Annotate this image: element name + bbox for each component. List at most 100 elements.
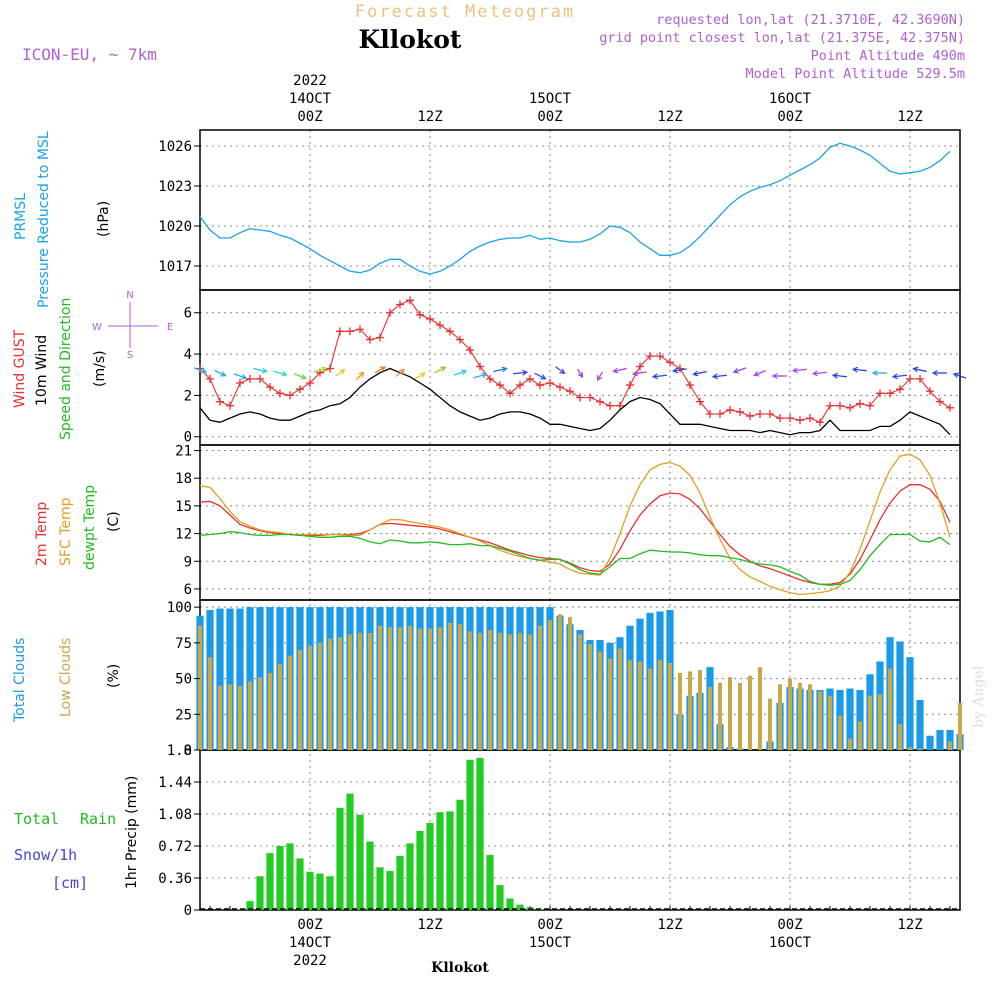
low-cloud-bar [337, 637, 343, 750]
wind-arrow [313, 366, 328, 373]
wind-arrow [473, 372, 488, 379]
grid-point-coords: grid point closest lon,lat (21.375E, 42.… [599, 30, 965, 46]
cloud-labels: Total Clouds Low Clouds (%) [12, 638, 122, 723]
precip-bar [426, 822, 434, 910]
gust-point [776, 414, 784, 423]
bottom-time-axis: 00Z 14OCT 2022 12Z 00Z 15OCT 12Z 00Z 16OCT 12Z [289, 917, 923, 969]
gust-point [336, 327, 344, 336]
gust-point [366, 335, 374, 344]
wind-arrow [356, 371, 365, 381]
gust-point [886, 389, 894, 398]
wind-arrow-head [481, 372, 488, 379]
top-time-label: 15OCT [529, 91, 572, 107]
gust-point [706, 410, 714, 418]
top-time-label: 2022 [293, 73, 327, 89]
wind-arrow-shaft [555, 366, 565, 374]
precip-bar [266, 853, 274, 910]
bottom-time-label: 14OCT [289, 935, 332, 951]
wind-arrow-head [461, 369, 468, 376]
wind-arrow-shaft [313, 367, 327, 373]
low-cloud-bar [897, 724, 903, 750]
top-time-label: 12Z [657, 109, 682, 125]
low-cloud-bar [607, 658, 613, 750]
gust-line [199, 299, 951, 423]
wind-labels: Wind GUST 10m Wind Speed and Direction (… [12, 290, 173, 440]
low-cloud-bar [517, 632, 523, 750]
gust-point [436, 321, 444, 330]
gust-point [206, 374, 214, 383]
compass-rose: N S W E [92, 290, 173, 361]
low-cloud-bar [227, 684, 233, 750]
y-tick-label: 0 [184, 743, 192, 759]
low-cloud-bar [787, 678, 793, 750]
gust-point [496, 381, 504, 390]
wind-panel [199, 289, 961, 446]
y-tick-label: 12 [175, 527, 192, 543]
low-cloud-bar [487, 630, 493, 750]
precip-bar [256, 876, 264, 910]
top-time-label: 00Z [297, 109, 322, 125]
precip-labels: 1hr Precip (mm) Total Rain Snow/1h [cm] [14, 776, 140, 892]
wind-arrow-shaft [653, 374, 667, 378]
total-cloud-bar [226, 608, 234, 750]
precip-bar [396, 855, 404, 910]
gust-point [346, 327, 354, 336]
low-cloud-bar [447, 622, 453, 750]
precip-bar [466, 759, 474, 910]
snow-unit-label: [cm] [52, 874, 88, 892]
gust-point [296, 385, 304, 394]
wind-arrow-shaft [733, 367, 747, 373]
wind-arrow-shaft [414, 372, 426, 380]
y-tick-label: 0.36 [158, 871, 192, 887]
low-cloud-bar [537, 625, 543, 750]
top-time-label: 12Z [897, 109, 922, 125]
low-cloud-bar [247, 681, 253, 750]
low-cloud-bar [497, 632, 503, 750]
precip-bar [486, 854, 494, 910]
gust-point [456, 335, 464, 344]
y-tick-label: 2 [184, 388, 192, 404]
low-cloud-bar [717, 682, 723, 750]
wind-arrow-shaft [913, 367, 927, 373]
low-cloud-bar [757, 667, 763, 750]
location-title: Kllokot [359, 25, 462, 54]
wind-arrow-head [358, 371, 365, 378]
total-cloud-bar [236, 608, 244, 750]
low-cloud-bar [947, 741, 953, 750]
wind-arrow [335, 369, 346, 377]
gust-point [916, 374, 924, 383]
gust-point [276, 389, 284, 398]
low-cloud-bar [617, 648, 623, 750]
y-tick-label: 50 [175, 672, 192, 688]
low-cloud-bar [477, 632, 483, 750]
wind-arrow-shaft [693, 370, 707, 376]
top-time-label: 16OCT [769, 91, 812, 107]
low-cloud-bar [857, 721, 863, 750]
low-cloud-bar [457, 624, 463, 750]
wind-arrow [711, 373, 727, 380]
gust-point [836, 401, 844, 410]
wind-arrow-head [612, 367, 619, 374]
precip-bar [366, 841, 374, 910]
low-cloud-bar [587, 644, 593, 750]
gust-point [806, 414, 814, 423]
gust-point [356, 325, 364, 334]
wind-arrow-head [851, 366, 858, 373]
y-tick-label: 1023 [158, 179, 192, 195]
y-tick-label: 1.08 [158, 807, 192, 823]
temp-sfc-label: SFC Temp [58, 497, 74, 566]
low-cloud-bar [837, 715, 843, 750]
low-cloud-bar [327, 638, 333, 750]
wind-arrow [811, 370, 827, 377]
wind-arrow [253, 367, 268, 374]
low-cloud-bar [507, 634, 513, 750]
wind-arrow [434, 366, 447, 374]
wind-arrow [871, 370, 887, 376]
wind-arrow-head [931, 370, 938, 376]
compass-east: E [167, 322, 173, 333]
low-cloud-bar [267, 672, 273, 750]
panel-frames [199, 129, 961, 911]
low-cloud-bar [397, 627, 403, 750]
wind-arrow-head [692, 370, 699, 377]
